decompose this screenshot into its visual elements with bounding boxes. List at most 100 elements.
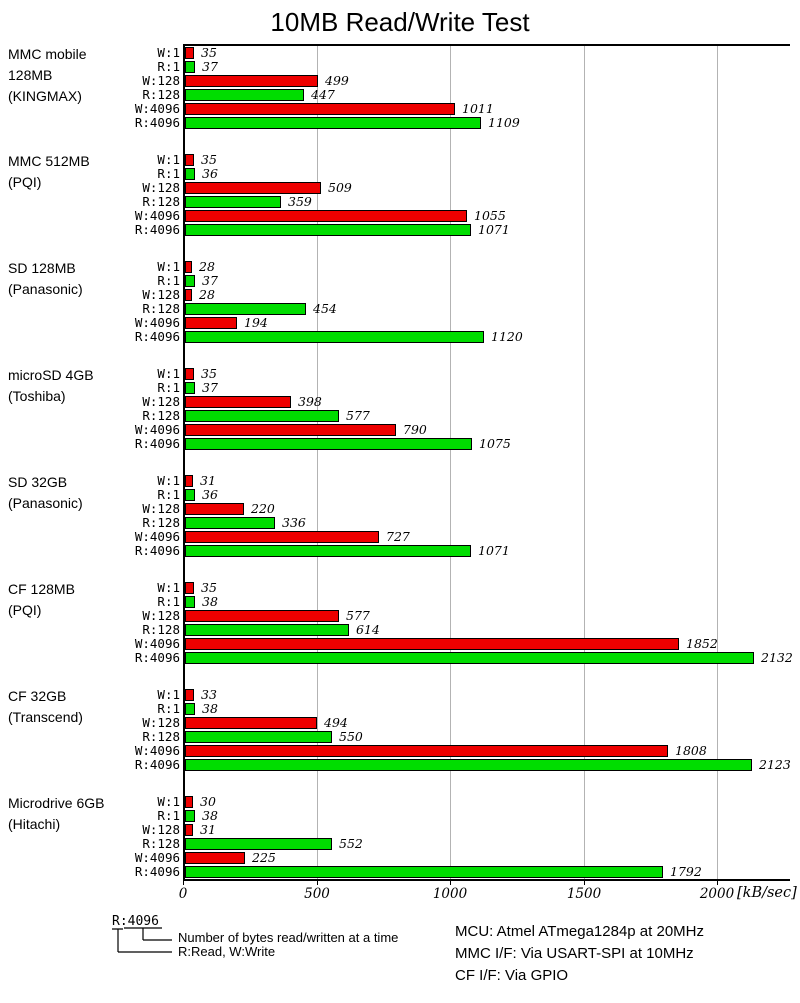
read-bar: [185, 382, 195, 394]
x-tick-label: 2000: [699, 886, 735, 902]
write-bar: [185, 261, 192, 273]
read-bar: [185, 703, 195, 715]
read-bar: [185, 224, 471, 236]
group-label: Microdrive 6GB (Hitachi): [8, 795, 105, 832]
bar-value-label: 36: [202, 487, 218, 502]
read-bar: [185, 331, 484, 343]
bar-row-label: R:4096: [134, 650, 180, 665]
bar-value-label: 194: [244, 315, 268, 330]
bar-row-label: R:1: [157, 380, 180, 395]
write-bar: [185, 717, 317, 729]
bar-value-label: 790: [403, 422, 427, 437]
bar-value-label: 577: [346, 408, 370, 423]
write-bar: [185, 745, 668, 757]
bar-value-label: 1792: [670, 864, 702, 879]
x-tick-label: 1500: [566, 886, 602, 902]
write-bar: [185, 47, 194, 59]
bar-row-label: R:1: [157, 487, 180, 502]
y-axis-line: [183, 44, 185, 881]
bar-row-label: W:4096: [134, 529, 180, 544]
bar-row-label: R:1: [157, 701, 180, 716]
bar-value-label: 33: [201, 687, 217, 702]
bar-value-label: 35: [201, 366, 217, 381]
bar-row-label: W:4096: [134, 101, 180, 116]
bar-row-label: R:4096: [134, 329, 180, 344]
bar-row-label: W:1: [157, 366, 180, 381]
x-tick-label: 500: [304, 886, 330, 902]
x-tickmark: [317, 881, 318, 885]
write-bar: [185, 638, 679, 650]
x-gridline: [584, 46, 585, 879]
write-bar: [185, 610, 339, 622]
bar-row-label: W:4096: [134, 743, 180, 758]
bar-row-label: W:1: [157, 687, 180, 702]
bar-row-label: W:128: [142, 608, 180, 623]
bar-value-label: 220: [251, 501, 275, 516]
bar-value-label: 577: [346, 608, 370, 623]
bar-value-label: 28: [199, 287, 215, 302]
read-bar: [185, 866, 663, 878]
x-axis-line: [183, 879, 790, 881]
bar-value-label: 1120: [491, 329, 523, 344]
bar-row-label: R:1: [157, 808, 180, 823]
bar-value-label: 38: [202, 808, 218, 823]
write-bar: [185, 103, 455, 115]
bar-value-label: 36: [202, 166, 218, 181]
read-bar: [185, 410, 339, 422]
bar-row-label: R:128: [142, 622, 180, 637]
bar-value-label: 552: [339, 836, 363, 851]
bar-row-label: W:128: [142, 73, 180, 88]
bar-row-label: W:4096: [134, 850, 180, 865]
x-tick-label: 1000: [432, 886, 468, 902]
read-bar: [185, 624, 349, 636]
write-bar: [185, 824, 193, 836]
bar-row-label: W:1: [157, 152, 180, 167]
bar-value-label: 37: [202, 59, 218, 74]
read-bar: [185, 838, 332, 850]
bar-row-label: R:1: [157, 166, 180, 181]
read-bar: [185, 759, 752, 771]
group-label: microSD 4GB (Toshiba): [8, 367, 94, 404]
write-bar: [185, 368, 194, 380]
bar-value-label: 30: [200, 794, 216, 809]
bar-row-label: R:4096: [134, 543, 180, 558]
bar-value-label: 2132: [761, 650, 793, 665]
bar-value-label: 454: [313, 301, 337, 316]
bar-value-label: 1011: [462, 101, 494, 116]
bar-row-label: W:4096: [134, 315, 180, 330]
bar-value-label: 398: [298, 394, 322, 409]
chart-title: 10MB Read/Write Test: [270, 7, 530, 37]
bar-value-label: 35: [201, 152, 217, 167]
read-bar: [185, 596, 195, 608]
bar-row-label: W:1: [157, 794, 180, 809]
bar-value-label: 509: [328, 180, 352, 195]
write-bar: [185, 396, 291, 408]
group-label: MMC 512MB (PQI): [8, 153, 90, 190]
write-bar: [185, 475, 193, 487]
bar-value-label: 1071: [478, 543, 510, 558]
bar-row-label: W:128: [142, 501, 180, 516]
bar-row-label: R:4096: [134, 222, 180, 237]
bar-row-label: R:1: [157, 594, 180, 609]
bar-row-label: R:128: [142, 836, 180, 851]
bar-row-label: R:4096: [134, 436, 180, 451]
bar-value-label: 1852: [686, 636, 718, 651]
bar-row-label: W:128: [142, 715, 180, 730]
read-bar: [185, 652, 754, 664]
write-bar: [185, 154, 194, 166]
read-bar: [185, 545, 471, 557]
bar-row-label: W:4096: [134, 636, 180, 651]
bar-row-label: W:128: [142, 287, 180, 302]
bar-value-label: 1055: [474, 208, 506, 223]
bar-value-label: 359: [288, 194, 312, 209]
note-mmc-interface: MMC I/F: Via USART-SPI at 10MHz: [455, 945, 694, 962]
group-label: CF 128MB (PQI): [8, 581, 75, 618]
x-tickmark: [450, 881, 451, 885]
read-bar: [185, 275, 195, 287]
bar-value-label: 727: [386, 529, 410, 544]
bar-row-label: W:1: [157, 45, 180, 60]
write-bar: [185, 531, 379, 543]
bar-row-label: R:4096: [134, 864, 180, 879]
group-label: CF 32GB (Transcend): [8, 688, 83, 725]
